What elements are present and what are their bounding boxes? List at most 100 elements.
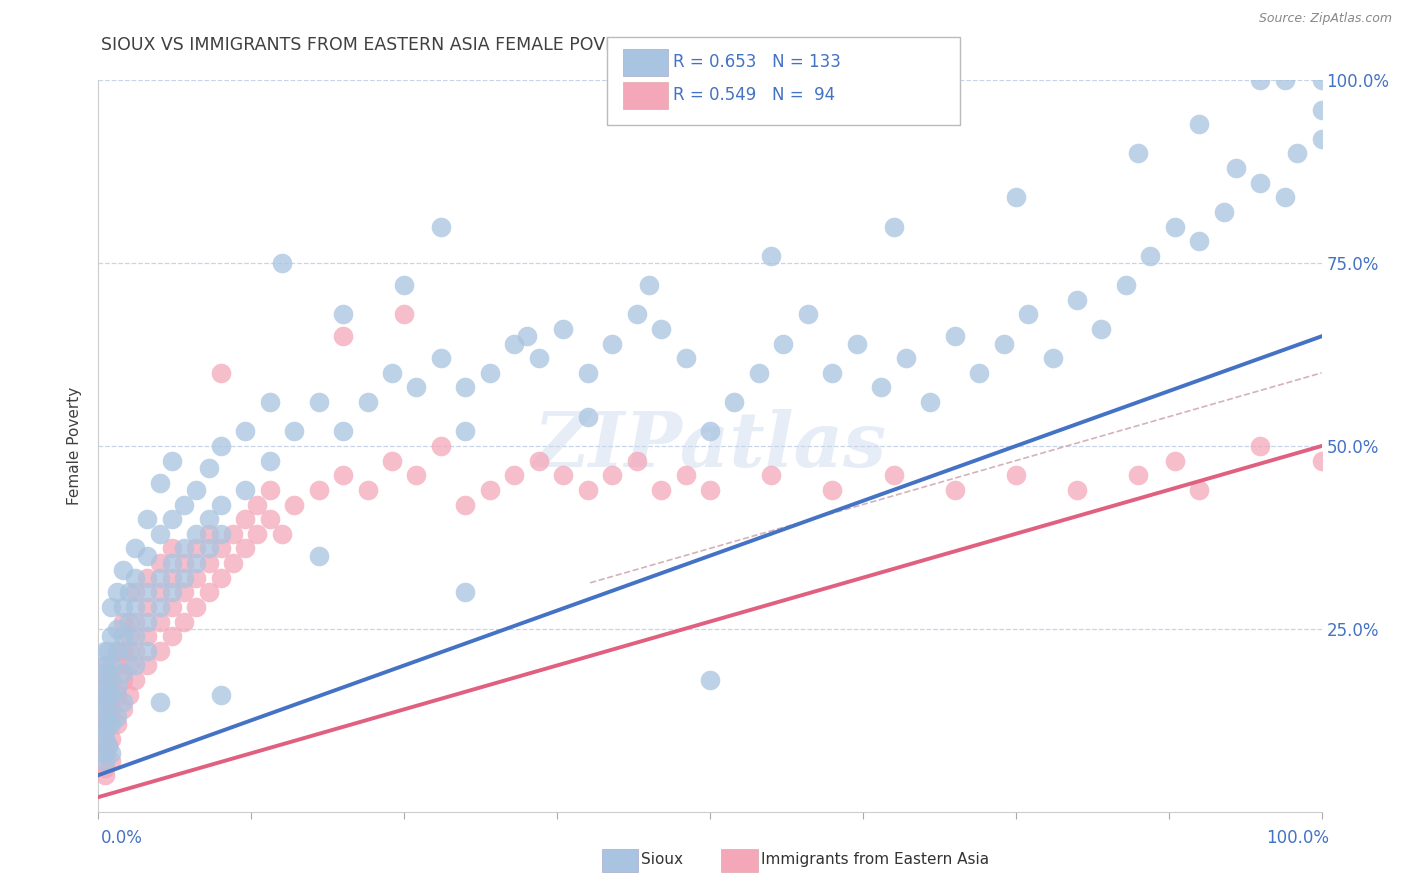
Point (124, 541, 146, 556)
Point (1249, 73, 1271, 87)
Point (209, 526, 232, 541)
Point (124, 673, 146, 687)
Point (308, 483, 330, 497)
Point (283, 425, 305, 439)
Point (124, 599, 146, 614)
Point (149, 599, 172, 614)
Point (97, 644, 120, 658)
Point (100, 673, 122, 687)
Point (173, 615, 195, 629)
Point (1128, 468, 1150, 483)
Point (405, 468, 427, 483)
Point (160, 556, 183, 570)
Point (259, 395, 281, 409)
Point (454, 585, 477, 599)
Point (478, 366, 501, 380)
Point (1188, 234, 1211, 248)
Point (1274, 73, 1296, 87)
Point (1310, 132, 1333, 146)
Text: SIOUX VS IMMIGRANTS FROM EASTERN ASIA FEMALE POVERTY CORRELATION CHART: SIOUX VS IMMIGRANTS FROM EASTERN ASIA FE… (101, 36, 842, 54)
Point (943, 483, 966, 497)
Point (93, 681, 115, 695)
Point (1164, 219, 1187, 234)
Point (246, 526, 269, 541)
Point (1286, 146, 1309, 161)
Point (105, 709, 128, 723)
Point (405, 380, 427, 394)
Point (136, 644, 159, 658)
Point (136, 629, 159, 643)
Point (943, 329, 966, 343)
Point (93, 731, 115, 746)
Point (111, 599, 134, 614)
Point (160, 453, 183, 467)
Point (797, 307, 820, 321)
Point (149, 585, 172, 599)
Point (845, 336, 868, 351)
Point (527, 351, 550, 366)
Point (430, 351, 453, 366)
Point (136, 615, 159, 629)
Text: Source: ZipAtlas.com: Source: ZipAtlas.com (1258, 12, 1392, 25)
Point (100, 629, 122, 643)
Point (600, 468, 623, 483)
Point (553, 468, 575, 483)
Text: R = 0.653   N = 133: R = 0.653 N = 133 (673, 53, 841, 70)
Point (149, 695, 172, 709)
Point (197, 461, 219, 475)
Point (454, 425, 477, 439)
Point (97, 709, 120, 723)
Point (173, 585, 195, 599)
Point (93, 702, 115, 716)
Point (1042, 351, 1064, 366)
Point (821, 483, 844, 497)
Point (105, 658, 128, 673)
Point (118, 585, 141, 599)
Point (967, 366, 990, 380)
Point (1212, 205, 1234, 219)
Point (93, 688, 115, 702)
Point (111, 673, 134, 687)
Point (1004, 468, 1026, 483)
Point (111, 615, 134, 629)
Y-axis label: Female Poverty: Female Poverty (67, 387, 83, 505)
Point (111, 644, 134, 658)
Point (308, 395, 330, 409)
Point (93, 665, 115, 680)
Point (430, 219, 453, 234)
Point (118, 644, 141, 658)
Point (1310, 103, 1333, 117)
Point (149, 556, 172, 570)
Point (111, 695, 134, 709)
Point (332, 329, 354, 343)
Point (93, 673, 115, 687)
Point (173, 541, 195, 556)
Point (503, 468, 526, 483)
Point (186, 556, 208, 570)
Point (392, 278, 416, 293)
Point (748, 366, 770, 380)
Point (186, 483, 208, 497)
Point (100, 599, 122, 614)
Point (186, 541, 208, 556)
Point (149, 615, 172, 629)
Point (527, 453, 550, 467)
Point (772, 336, 794, 351)
Point (332, 468, 354, 483)
Point (222, 556, 245, 570)
Point (136, 571, 159, 585)
Point (761, 249, 783, 263)
Point (118, 629, 141, 643)
Point (723, 395, 745, 409)
Point (97, 739, 120, 753)
Point (576, 409, 599, 424)
Point (160, 599, 183, 614)
Point (160, 541, 183, 556)
Point (626, 453, 648, 467)
Point (124, 615, 146, 629)
Point (136, 585, 159, 599)
Point (124, 629, 146, 643)
Point (1310, 453, 1333, 467)
Point (650, 483, 672, 497)
Point (1004, 190, 1026, 204)
